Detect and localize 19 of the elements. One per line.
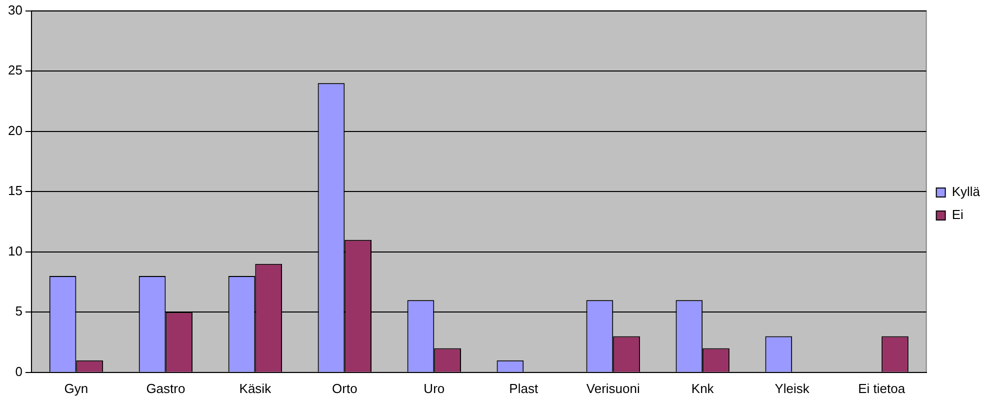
x-tick-label: Knk [691,380,714,396]
x-tick-label: Verisuoni [586,380,640,396]
x-tick-label: Ei tietoa [858,380,906,396]
y-tick-label: 5 [15,304,22,319]
y-tick-label: 25 [8,62,22,78]
legend-label: Kyllä [952,184,981,200]
y-tick-label: 10 [8,243,22,258]
y-tick-label: 30 [8,2,22,18]
x-tick-label: Gyn [64,380,88,396]
y-tick-label: 0 [15,364,22,379]
x-tick-label: Uro [424,380,445,396]
y-tick-label: 15 [8,183,22,198]
legend-label: Ei [952,207,964,222]
y-tick-label: 20 [8,122,22,138]
x-tick-label: Plast [509,380,538,396]
x-tick-label: Yleisk [774,380,810,396]
x-tick-label: Gastro [146,380,186,396]
x-tick-label: Orto [332,380,358,396]
x-tick-label: Käsik [239,380,272,396]
